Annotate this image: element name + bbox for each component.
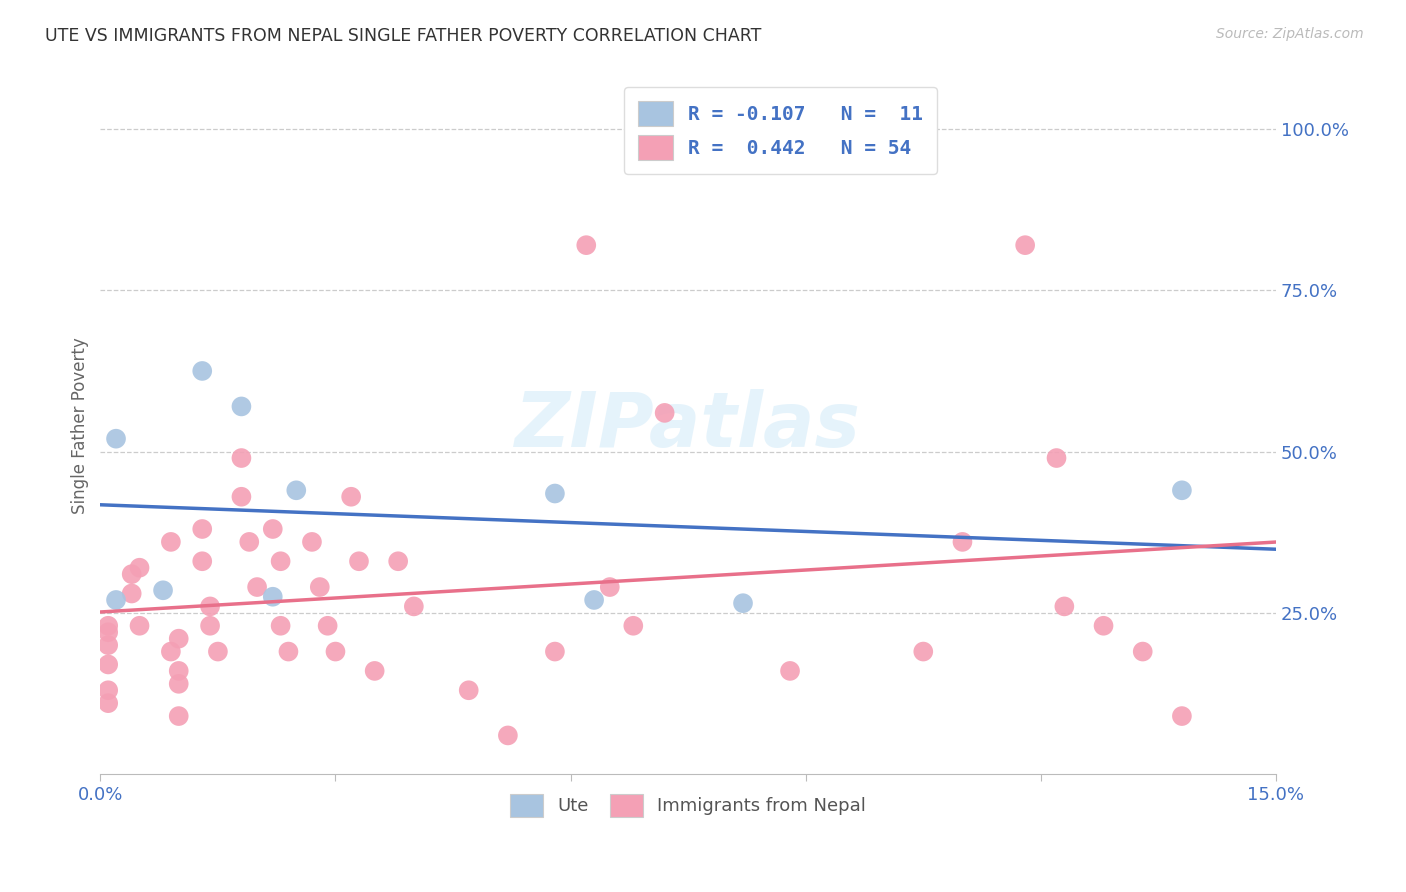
Point xyxy=(544,486,567,500)
Point xyxy=(599,580,621,594)
Point xyxy=(238,535,260,549)
Point xyxy=(575,238,598,252)
Point xyxy=(544,644,567,658)
Point xyxy=(316,619,339,633)
Point xyxy=(402,599,425,614)
Point xyxy=(191,364,214,378)
Point xyxy=(97,638,120,652)
Point xyxy=(1092,619,1115,633)
Point xyxy=(128,560,150,574)
Point xyxy=(340,490,363,504)
Point xyxy=(97,657,120,672)
Point xyxy=(779,664,801,678)
Point xyxy=(191,554,214,568)
Point xyxy=(1171,709,1194,723)
Point xyxy=(152,583,174,598)
Point xyxy=(167,709,190,723)
Point xyxy=(654,406,676,420)
Point xyxy=(167,632,190,646)
Point xyxy=(246,580,269,594)
Point xyxy=(621,619,644,633)
Point xyxy=(1045,450,1067,465)
Point xyxy=(347,554,370,568)
Point xyxy=(1014,238,1036,252)
Point xyxy=(198,619,221,633)
Text: UTE VS IMMIGRANTS FROM NEPAL SINGLE FATHER POVERTY CORRELATION CHART: UTE VS IMMIGRANTS FROM NEPAL SINGLE FATH… xyxy=(45,27,762,45)
Point xyxy=(105,593,128,607)
Point xyxy=(97,696,120,710)
Point xyxy=(167,677,190,691)
Point xyxy=(387,554,409,568)
Point xyxy=(325,644,347,658)
Point xyxy=(97,625,120,640)
Point xyxy=(207,644,229,658)
Point xyxy=(191,522,214,536)
Point xyxy=(198,599,221,614)
Point xyxy=(105,432,128,446)
Point xyxy=(363,664,385,678)
Y-axis label: Single Father Poverty: Single Father Poverty xyxy=(72,337,89,514)
Point xyxy=(97,619,120,633)
Point xyxy=(231,450,253,465)
Point xyxy=(1171,483,1194,498)
Point xyxy=(121,586,143,600)
Point xyxy=(270,619,292,633)
Point xyxy=(301,535,323,549)
Point xyxy=(952,535,974,549)
Point xyxy=(262,522,284,536)
Point xyxy=(277,644,299,658)
Point xyxy=(457,683,479,698)
Point xyxy=(308,580,330,594)
Text: Source: ZipAtlas.com: Source: ZipAtlas.com xyxy=(1216,27,1364,41)
Point xyxy=(160,535,183,549)
Point xyxy=(285,483,308,498)
Point xyxy=(270,554,292,568)
Text: ZIPatlas: ZIPatlas xyxy=(515,389,860,463)
Point xyxy=(121,567,143,582)
Point xyxy=(231,400,253,414)
Point xyxy=(231,490,253,504)
Point xyxy=(583,593,606,607)
Point xyxy=(160,644,183,658)
Point xyxy=(262,590,284,604)
Point xyxy=(912,644,935,658)
Point xyxy=(1132,644,1154,658)
Point xyxy=(496,728,519,742)
Point xyxy=(167,664,190,678)
Point xyxy=(1053,599,1076,614)
Point xyxy=(128,619,150,633)
Legend: Ute, Immigrants from Nepal: Ute, Immigrants from Nepal xyxy=(503,787,873,824)
Point xyxy=(731,596,754,610)
Point xyxy=(97,683,120,698)
